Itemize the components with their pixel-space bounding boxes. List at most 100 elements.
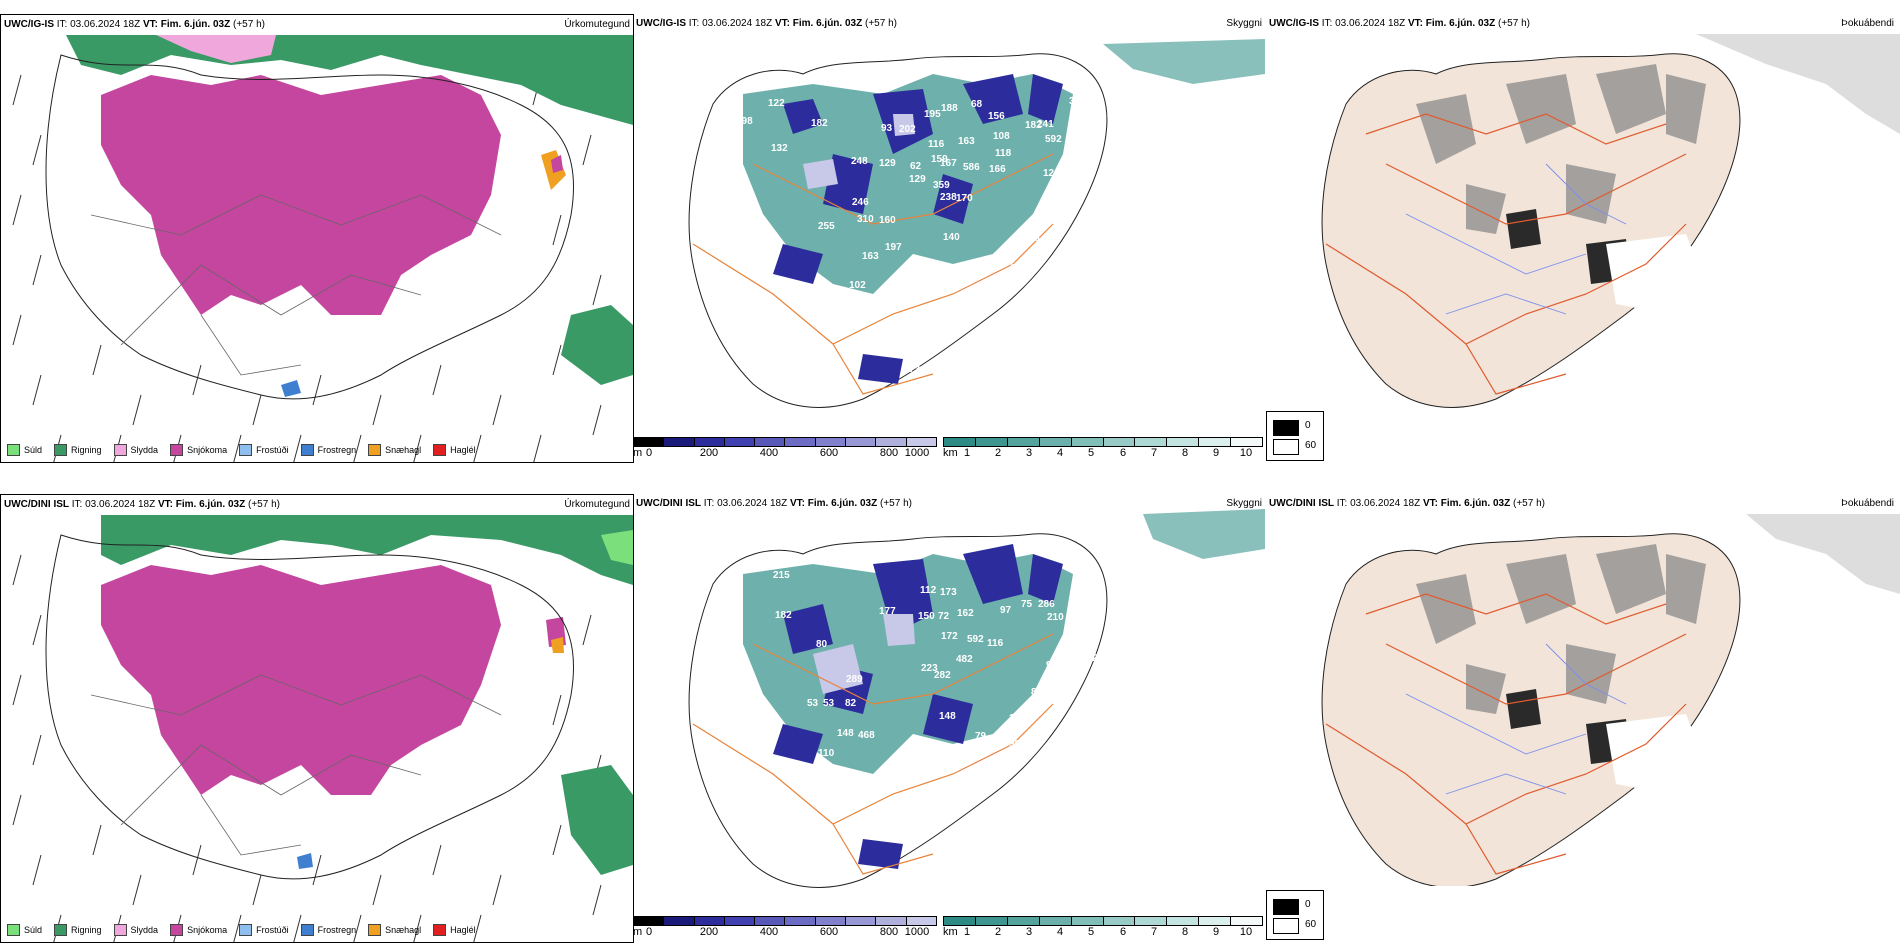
colorbar-step	[664, 917, 695, 925]
colorbar-tick: 10	[1239, 447, 1253, 459]
colorbar-step	[1071, 917, 1104, 925]
visibility-value: 62	[910, 161, 922, 172]
colorbar-tick: 6	[1119, 926, 1127, 938]
product-name: Úrkomutegund	[564, 19, 630, 30]
visibility-value: 124	[1043, 168, 1060, 179]
legend-swatch	[54, 444, 68, 456]
visibility-value: 53	[807, 698, 819, 709]
init-time: 03.06.2024 18Z	[70, 19, 141, 30]
visibility-value: 73	[909, 364, 921, 375]
legend-item-frostudi: Frostúði	[239, 924, 289, 936]
visibility-value: 53	[823, 698, 835, 709]
colorbar-tick: 200	[699, 447, 719, 459]
visibility-value: 166	[989, 164, 1006, 175]
legend-item-snjokoma: Snjókoma	[170, 444, 227, 456]
visibility-map-dini: 215 182 177 112 173 150 72 162 97 75 286…	[688, 509, 1265, 888]
colorbar-step	[1071, 438, 1104, 446]
visibility-value: 202	[899, 124, 916, 135]
colorbar-step	[944, 438, 976, 446]
fog-map-dini	[1321, 514, 1900, 886]
visibility-value: 140	[943, 232, 960, 243]
visibility-value: 108	[1055, 260, 1072, 271]
visibility-value: 58	[1108, 104, 1120, 115]
visibility-value: 241	[1037, 119, 1054, 130]
fog-legend-swatch	[1273, 420, 1299, 436]
colorbar-step	[1231, 438, 1263, 446]
legend-item-snjokoma: Snjókoma	[170, 924, 227, 936]
colorbar-step	[724, 917, 756, 925]
visibility-colorbar-dini: km 1 2 3 4 5 6 7 8 9 10	[943, 916, 1265, 940]
legend-swatch	[7, 444, 20, 456]
colorbar-step	[755, 917, 786, 925]
init-time-label: IT:	[1336, 498, 1348, 509]
visibility-value: 289	[846, 674, 863, 685]
visibility-value: 209	[817, 764, 834, 775]
visibility-value: 592	[967, 634, 984, 645]
colorbar-step	[1007, 917, 1040, 925]
visibility-value: 163	[862, 251, 879, 262]
fog-legend-label: 0	[1305, 899, 1311, 910]
visibility-value: 197	[885, 242, 902, 253]
visibility-value: 195	[924, 109, 941, 120]
colorbar-step	[876, 438, 907, 446]
init-time: 03.06.2024 18Z	[1335, 18, 1406, 29]
visibility-value: 167	[940, 158, 957, 169]
colorbar-swatches	[943, 916, 1263, 926]
visibility-value: 75	[1021, 599, 1033, 610]
colorbar-unit: m	[633, 926, 643, 938]
visibility-value: 586	[963, 162, 980, 173]
visibility-value: 148	[939, 711, 956, 722]
colorbar-step	[815, 917, 847, 925]
colorbar-tick: 2	[994, 926, 1002, 938]
legend-swatch	[300, 444, 314, 456]
colorbar-step	[1167, 917, 1200, 925]
model-name: UWC/IG-IS	[636, 18, 686, 29]
visibility-value: 173	[940, 587, 957, 598]
visibility-value: 170	[956, 193, 973, 204]
colorbar-tick: 8	[1181, 447, 1189, 459]
precip-type-panel-igis: UWC/IG-IS IT: 03.06.2024 18Z VT: Fim. 6.…	[0, 14, 634, 463]
visibility-value: 112	[920, 585, 937, 596]
legend-item-snaehagl: Snæhagl	[368, 924, 421, 936]
fog-legend-swatch	[1273, 899, 1299, 915]
colorbar-tick: 400	[759, 447, 779, 459]
visibility-value: 359	[933, 180, 950, 191]
visibility-values: 122 198 182 132 248 129 93 202 188 195 1…	[736, 74, 1148, 398]
colorbar-step	[1199, 438, 1232, 446]
visibility-value: 359	[1095, 670, 1112, 681]
colorbar-tick: 3	[1025, 447, 1033, 459]
visibility-value: 129	[879, 158, 896, 169]
visibility-value: 67	[1010, 263, 1022, 274]
valid-time: Fim. 6.jún. 03Z	[175, 499, 246, 510]
colorbar-tick: 1000	[904, 926, 930, 938]
colorbar-step	[1007, 438, 1040, 446]
colorbar-step	[724, 438, 756, 446]
visibility-value: 92	[1055, 736, 1067, 747]
visibility-value: 246	[852, 197, 869, 208]
colorbar-tick: 5	[1087, 926, 1095, 938]
visibility-value: 116	[987, 638, 1004, 649]
colorbar-step	[1039, 917, 1072, 925]
precip-map-dini	[12, 515, 633, 942]
init-time-label: IT:	[71, 499, 83, 510]
visibility-value: 93	[881, 123, 893, 134]
panel-header: UWC/IG-IS IT: 03.06.2024 18Z VT: Fim. 6.…	[636, 18, 897, 29]
colorbar-step	[1103, 438, 1136, 446]
visibility-value: 182	[811, 118, 828, 129]
init-time: 03.06.2024 18Z	[85, 499, 156, 510]
colorbar-step	[975, 438, 1008, 446]
colorbar-tick: 600	[819, 926, 839, 938]
visibility-value: 159	[931, 154, 948, 165]
lead-time: (+57 h)	[880, 498, 912, 509]
visibility-value: 215	[773, 570, 790, 581]
colorbar-unit: m	[633, 447, 643, 459]
visibility-value: 80	[816, 639, 828, 650]
cloud-base-height-colorbar-igis: m 0 200 400 600 800 1000	[633, 437, 939, 461]
visibility-value: 188	[941, 103, 958, 114]
visibility-value: 286	[1038, 599, 1055, 610]
visibility-value: 148	[837, 728, 854, 739]
colorbar-step	[1103, 917, 1136, 925]
visibility-value: 160	[879, 215, 896, 226]
colorbar-step	[906, 917, 936, 925]
visibility-value: 177	[879, 606, 896, 617]
